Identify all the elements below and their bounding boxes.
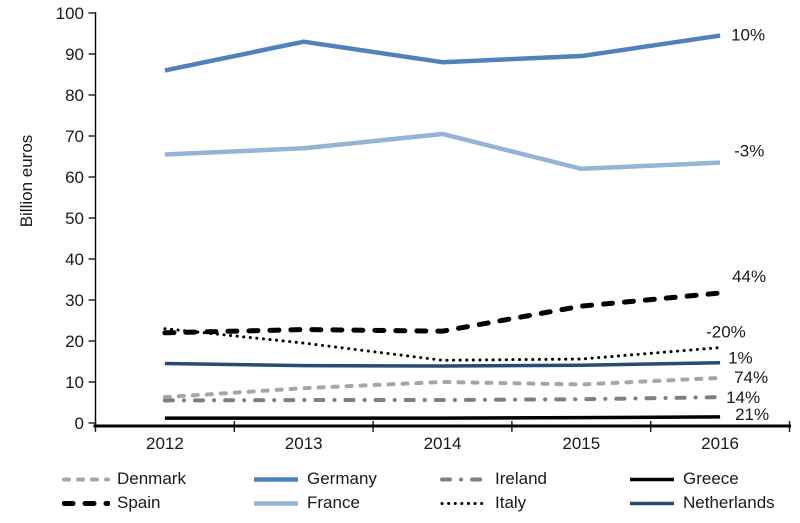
- y-tick-label: 100: [56, 4, 84, 23]
- y-tick-label: 70: [65, 127, 84, 146]
- series-line-netherlands: [164, 360, 721, 368]
- series-line-denmark: [162, 375, 723, 400]
- change-annotation-germany: 10%: [731, 26, 765, 45]
- y-tick-label: 0: [75, 414, 84, 433]
- y-tick-label: 60: [65, 168, 84, 187]
- x-tick-label: 2015: [562, 434, 600, 453]
- x-tick-label: 2014: [424, 434, 462, 453]
- y-tick-label: 50: [65, 209, 84, 228]
- series-line-germany: [164, 33, 721, 73]
- y-axis-title: Billion euros: [17, 134, 36, 228]
- y-tick-label: 40: [65, 250, 84, 269]
- series-line-france: [164, 131, 721, 172]
- y-tick-label: 20: [65, 332, 84, 351]
- series-line-italy: [163, 327, 722, 362]
- change-annotation-italy: -20%: [706, 323, 746, 342]
- y-tick-label: 10: [65, 373, 84, 392]
- series-line-greece: [164, 415, 721, 420]
- y-tick-label: 30: [65, 291, 84, 310]
- x-tick-label: 2012: [146, 434, 184, 453]
- y-tick-label: 90: [65, 45, 84, 64]
- x-tick-label: 2016: [701, 434, 739, 453]
- change-annotation-greece: 21%: [735, 405, 769, 424]
- y-tick-label: 80: [65, 86, 84, 105]
- change-annotation-denmark: 74%: [734, 368, 768, 387]
- series-line-ireland: [162, 395, 723, 403]
- x-tick-label: 2013: [285, 434, 323, 453]
- change-annotation-spain: 44%: [732, 267, 766, 286]
- change-annotation-ireland: 14%: [726, 388, 760, 407]
- change-annotation-france: -3%: [734, 142, 764, 161]
- series-line-spain: [162, 290, 723, 336]
- change-annotation-netherlands: 1%: [728, 349, 753, 368]
